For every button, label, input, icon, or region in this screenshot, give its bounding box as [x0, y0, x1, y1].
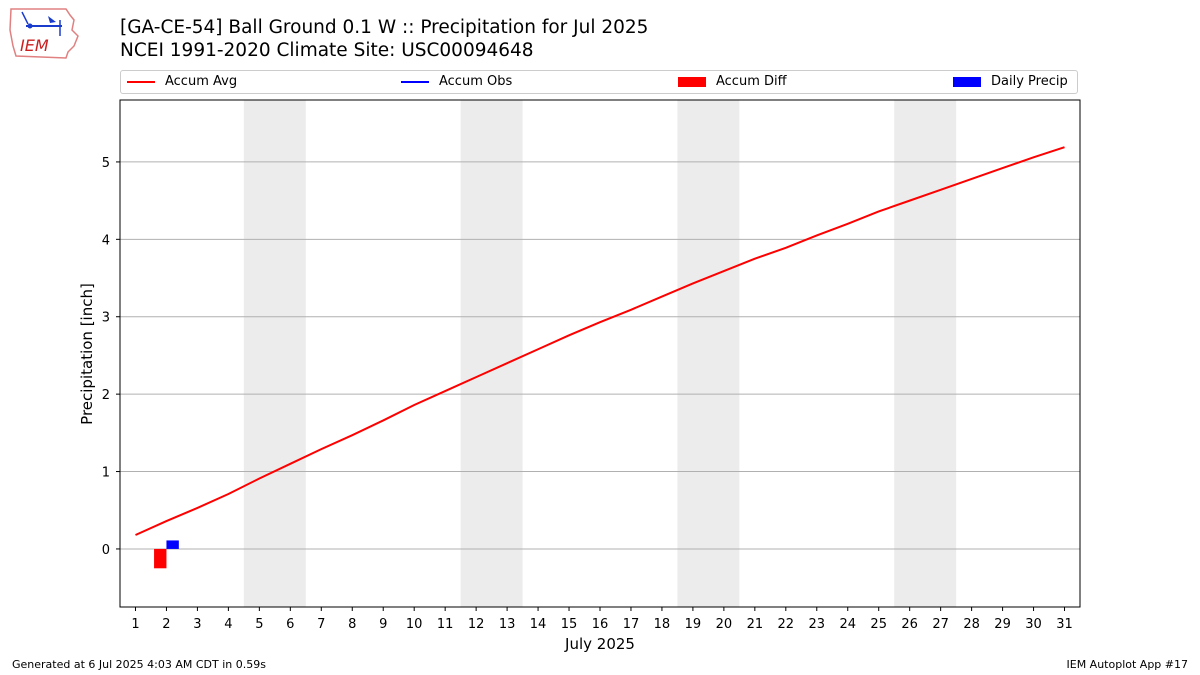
x-tick-label-1: 1 — [131, 617, 139, 632]
weekend-band-2 — [460, 100, 523, 607]
weekend-band-3 — [677, 100, 740, 607]
plot-frame — [119, 99, 1081, 608]
x-tick-label-25: 25 — [870, 617, 887, 632]
footer-app: IEM Autoplot App #17 — [1066, 658, 1189, 671]
x-tick-label-28: 28 — [963, 617, 980, 632]
y-tick-label-1: 1 — [102, 466, 110, 481]
legend-label-accum-obs: Accum Obs — [439, 74, 513, 89]
x-tick-label-29: 29 — [994, 617, 1011, 632]
x-tick-label-22: 22 — [778, 617, 795, 632]
legend-swatch-accum-obs — [401, 80, 429, 83]
x-tick-label-4: 4 — [224, 617, 232, 632]
x-tick-label-13: 13 — [499, 617, 516, 632]
x-tick-label-31: 31 — [1056, 617, 1073, 632]
x-tick-label-11: 11 — [437, 617, 454, 632]
logo-text: IEM — [20, 36, 49, 55]
legend-swatch-accum-diff — [678, 76, 706, 87]
x-tick-label-20: 20 — [716, 617, 733, 632]
legend-swatch-accum-avg — [127, 80, 155, 83]
x-tick-label-15: 15 — [561, 617, 578, 632]
x-tick-label-2: 2 — [162, 617, 170, 632]
x-tick-label-5: 5 — [255, 617, 263, 632]
x-tick-label-6: 6 — [286, 617, 294, 632]
legend-item-accum-obs: Accum Obs — [401, 74, 512, 89]
legend-item-daily-precip: Daily Precip — [953, 74, 1068, 89]
legend-item-accum-avg: Accum Avg — [127, 74, 237, 89]
x-tick-label-18: 18 — [654, 617, 671, 632]
x-tick-label-3: 3 — [193, 617, 201, 632]
bar-accum-diff-2 — [154, 548, 167, 569]
x-tick-label-19: 19 — [685, 617, 702, 632]
x-tick-label-10: 10 — [406, 617, 423, 632]
legend-swatch-daily-precip — [953, 76, 981, 87]
legend-item-accum-diff: Accum Diff — [678, 74, 787, 89]
y-tick-label-5: 5 — [102, 156, 110, 171]
legend-label-accum-diff: Accum Diff — [716, 74, 787, 89]
weekend-band-4 — [894, 100, 957, 607]
series-accum-avg — [135, 146, 1065, 536]
x-tick-label-7: 7 — [317, 617, 325, 632]
y-tick-label-2: 2 — [102, 388, 110, 403]
iem-logo: IEM — [9, 8, 79, 59]
chart-subtitle: NCEI 1991-2020 Climate Site: USC00094648 — [120, 40, 534, 61]
y-tick-label-0: 0 — [102, 543, 110, 558]
x-axis-label: July 2025 — [564, 635, 635, 653]
x-tick-label-23: 23 — [809, 617, 826, 632]
x-tick-label-17: 17 — [623, 617, 640, 632]
x-tick-label-21: 21 — [747, 617, 764, 632]
x-tick-label-8: 8 — [348, 617, 356, 632]
y-tick-label-3: 3 — [102, 311, 110, 326]
chart-title: [GA-CE-54] Ball Ground 0.1 W :: Precipit… — [120, 17, 649, 38]
legend: Accum Avg Accum Obs Accum Diff Daily Pre… — [120, 70, 1078, 94]
y-tick-label-4: 4 — [102, 233, 110, 248]
x-tick-label-16: 16 — [592, 617, 609, 632]
weekend-band-1 — [243, 100, 306, 607]
x-tick-label-9: 9 — [379, 617, 387, 632]
footer-generated: Generated at 6 Jul 2025 4:03 AM CDT in 0… — [12, 658, 266, 671]
legend-label-accum-avg: Accum Avg — [165, 74, 238, 89]
x-tick-label-14: 14 — [530, 617, 547, 632]
legend-label-daily-precip: Daily Precip — [991, 74, 1068, 89]
x-tick-label-26: 26 — [901, 617, 918, 632]
x-tick-label-12: 12 — [468, 617, 485, 632]
x-tick-label-27: 27 — [932, 617, 949, 632]
x-tick-label-30: 30 — [1025, 617, 1042, 632]
y-axis-label: Precipitation [inch] — [78, 283, 96, 425]
x-tick-label-24: 24 — [839, 617, 856, 632]
bar-daily-precip-2 — [166, 540, 179, 549]
